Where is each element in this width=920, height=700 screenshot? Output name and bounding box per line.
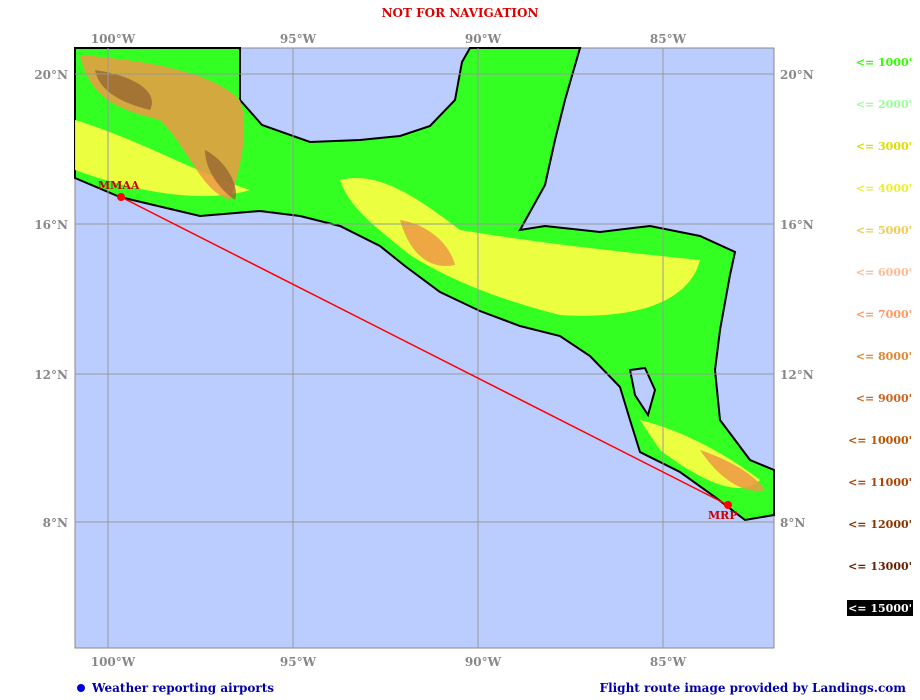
- land: [74, 47, 775, 522]
- page-title: NOT FOR NAVIGATION: [382, 6, 539, 20]
- legend-label: <= 5000': [856, 224, 912, 237]
- legend-label: <= 3000': [856, 140, 912, 153]
- lat-label-left: 20°N: [34, 68, 68, 82]
- legend-label: <= 7000': [856, 308, 912, 321]
- lon-label-top: 100°W: [91, 32, 136, 46]
- lon-label-bottom: 100°W: [91, 655, 136, 669]
- legend-label: <= 2000': [856, 98, 912, 111]
- legend-label: <= 1000': [856, 56, 912, 69]
- lon-label-bottom: 90°W: [465, 655, 502, 669]
- elevation-peak: [95, 70, 236, 200]
- lat-label-right: 16°N: [780, 218, 814, 232]
- lake: [628, 366, 657, 418]
- airport-marker: [724, 501, 732, 509]
- airport-label: MRP: [708, 509, 738, 522]
- legend-label: <= 12000': [848, 518, 912, 531]
- flight-route: [120, 196, 729, 506]
- legend-label: <= 4000': [856, 182, 912, 195]
- graticule: [75, 48, 774, 648]
- lon-label-top: 85°W: [650, 32, 687, 46]
- legend-label: <= 13000': [848, 560, 912, 573]
- airport-marker: [117, 193, 125, 201]
- legend-label: <= 11000': [848, 476, 912, 489]
- footer-right: Flight route image provided by Landings.…: [600, 681, 907, 695]
- map: MMAA MRP: [74, 47, 775, 649]
- footer-left: Weather reporting airports: [91, 681, 274, 695]
- legend-label: <= 10000': [848, 434, 912, 447]
- lat-label-right: 8°N: [780, 516, 805, 530]
- lon-label-bottom: 85°W: [650, 655, 687, 669]
- legend-label: <= 15000': [848, 602, 912, 615]
- lat-label-right: 20°N: [780, 68, 814, 82]
- lat-label-left: 8°N: [43, 516, 68, 530]
- lat-label-left: 12°N: [34, 368, 68, 382]
- legend-label: <= 9000': [856, 392, 912, 405]
- elevation-low: [75, 120, 760, 489]
- lat-label-left: 16°N: [34, 218, 68, 232]
- airport-label: MMAA: [98, 179, 140, 192]
- airport-legend-dot: [77, 684, 85, 692]
- lon-label-top: 95°W: [280, 32, 317, 46]
- lat-label-right: 12°N: [780, 368, 814, 382]
- lon-label-bottom: 95°W: [280, 655, 317, 669]
- lon-label-top: 90°W: [465, 32, 502, 46]
- legend-label: <= 6000': [856, 266, 912, 279]
- legend-label: <= 8000': [856, 350, 912, 363]
- legend-swatch: [847, 600, 913, 616]
